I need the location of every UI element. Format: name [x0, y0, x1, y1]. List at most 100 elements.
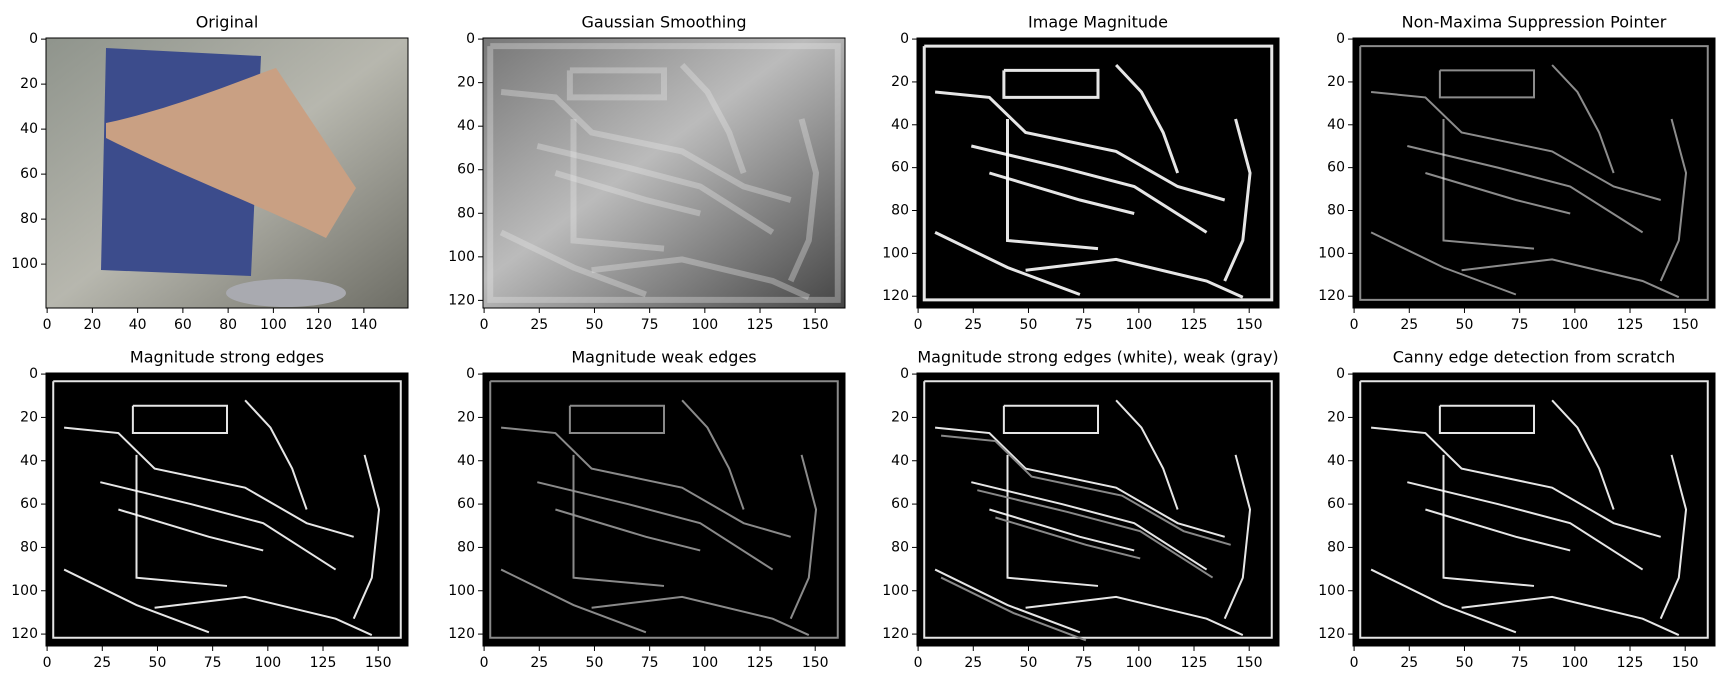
image-edge: [500, 568, 647, 634]
x-tick-label: 25: [1400, 655, 1418, 671]
y-tick-label: 80: [1327, 539, 1345, 555]
y-tick-label: 20: [20, 409, 38, 425]
y-tick-label: 80: [891, 539, 909, 555]
x-tick-label: 50: [586, 317, 604, 333]
image-edge: [1425, 508, 1571, 552]
x-tick-label: 50: [1020, 655, 1038, 671]
x-tick-label: 150: [1236, 317, 1263, 333]
x-tick-label: 100: [1125, 655, 1152, 671]
x-tick-label: 125: [1617, 317, 1644, 333]
image-edge: [1407, 481, 1644, 571]
image-edge: [1659, 454, 1688, 620]
image-edge: [1223, 118, 1252, 282]
y-tick-label: 80: [20, 539, 38, 555]
image-edge: [1359, 380, 1709, 639]
image-edge: [566, 67, 667, 101]
x-tick-label: 140: [351, 317, 378, 333]
x-tick-label: 25: [964, 317, 982, 333]
image-edge: [1370, 568, 1517, 634]
image-edge: [1002, 404, 1099, 435]
x-tick-label: 120: [305, 317, 332, 333]
panel-title: Magnitude weak edges: [571, 348, 756, 367]
x-tick-label: 50: [1456, 317, 1474, 333]
y-tick-label: 0: [900, 31, 909, 47]
image-edge: [1461, 595, 1680, 636]
y-tick-label: 100: [11, 256, 38, 272]
x-tick-label: 0: [1350, 317, 1359, 333]
y-tick-label: 20: [891, 74, 909, 90]
image-hand: [106, 68, 356, 238]
x-tick-label: 0: [43, 655, 52, 671]
x-tick-label: 125: [1617, 655, 1644, 671]
axes-frame: [1352, 37, 1716, 309]
x-tick-label: 75: [1511, 655, 1529, 671]
image-edge: [131, 404, 228, 435]
y-tick-label: 0: [466, 31, 475, 47]
image-edge: [1370, 426, 1661, 538]
image-edge: [923, 380, 1273, 639]
x-tick-label: 100: [1125, 317, 1152, 333]
image-edge: [1006, 119, 1099, 251]
y-tick-label: 20: [1327, 409, 1345, 425]
x-tick-label: 20: [83, 317, 101, 333]
image-panel: Magnitude strong edges (white), weak (gr…: [882, 348, 1280, 671]
panel-title: Magnitude strong edges: [130, 348, 324, 367]
y-tick-label: 40: [457, 453, 475, 469]
image-edge: [681, 399, 745, 510]
image-edge: [977, 489, 1214, 579]
image-edge: [1438, 404, 1535, 435]
image-edge: [500, 89, 792, 203]
y-tick-label: 100: [1318, 583, 1345, 599]
image-edge: [1370, 231, 1517, 296]
axes-frame: [1352, 372, 1716, 647]
x-tick-label: 75: [641, 317, 659, 333]
x-tick-label: 125: [310, 655, 337, 671]
panel-title: Magnitude strong edges (white), weak (gr…: [917, 348, 1278, 367]
image-edge: [52, 380, 402, 639]
image-panel: Non-Maxima Suppression Pointer 0 25 50 75 100…: [1318, 13, 1716, 333]
y-tick-label: 60: [457, 496, 475, 512]
image-edge: [135, 454, 228, 587]
image-edge: [934, 568, 1081, 634]
image-panel: Magnitude weak edges 0 25 50 75 100 125 150 0 20 4…: [448, 348, 846, 671]
x-tick-label: 125: [1181, 317, 1208, 333]
x-tick-label: 125: [1181, 655, 1208, 671]
y-tick-label: 60: [20, 496, 38, 512]
y-tick-label: 0: [29, 31, 38, 47]
image-edge: [118, 508, 264, 552]
image-panel: Original 0 20 40 60 80 100 120 140 0 20 40 60 80 100: [11, 13, 409, 333]
panel-title: Canny edge detection from scratch: [1393, 348, 1676, 367]
image-edge: [922, 44, 1274, 302]
y-tick-label: 60: [891, 160, 909, 176]
x-tick-label: 50: [1456, 655, 1474, 671]
x-tick-label: 60: [174, 317, 192, 333]
image-edge: [537, 481, 774, 571]
image-edge: [989, 508, 1135, 552]
image-edge: [1223, 454, 1252, 620]
image-edge: [1551, 64, 1615, 174]
x-tick-label: 75: [641, 655, 659, 671]
image-edge: [591, 595, 810, 636]
y-tick-label: 80: [20, 211, 38, 227]
image-edge: [971, 481, 1208, 571]
x-tick-label: 25: [1400, 317, 1418, 333]
image-edge: [787, 118, 820, 283]
image-edge: [940, 434, 1231, 546]
x-tick-label: 75: [1075, 317, 1093, 333]
axes-frame: [45, 37, 409, 309]
x-tick-label: 150: [1672, 655, 1699, 671]
y-tick-label: 40: [1327, 117, 1345, 133]
axes-frame: [482, 37, 846, 309]
image-edge: [934, 90, 1226, 202]
x-tick-label: 75: [204, 655, 222, 671]
image-edge: [536, 143, 775, 235]
image-edge: [1442, 454, 1535, 587]
x-tick-label: 25: [93, 655, 111, 671]
x-tick-label: 100: [1561, 317, 1588, 333]
image-edge: [100, 481, 337, 571]
image-edge: [1115, 63, 1180, 174]
y-tick-label: 60: [457, 162, 475, 178]
image-edge: [487, 43, 841, 303]
image-edge: [499, 229, 647, 298]
y-tick-label: 100: [882, 245, 909, 261]
